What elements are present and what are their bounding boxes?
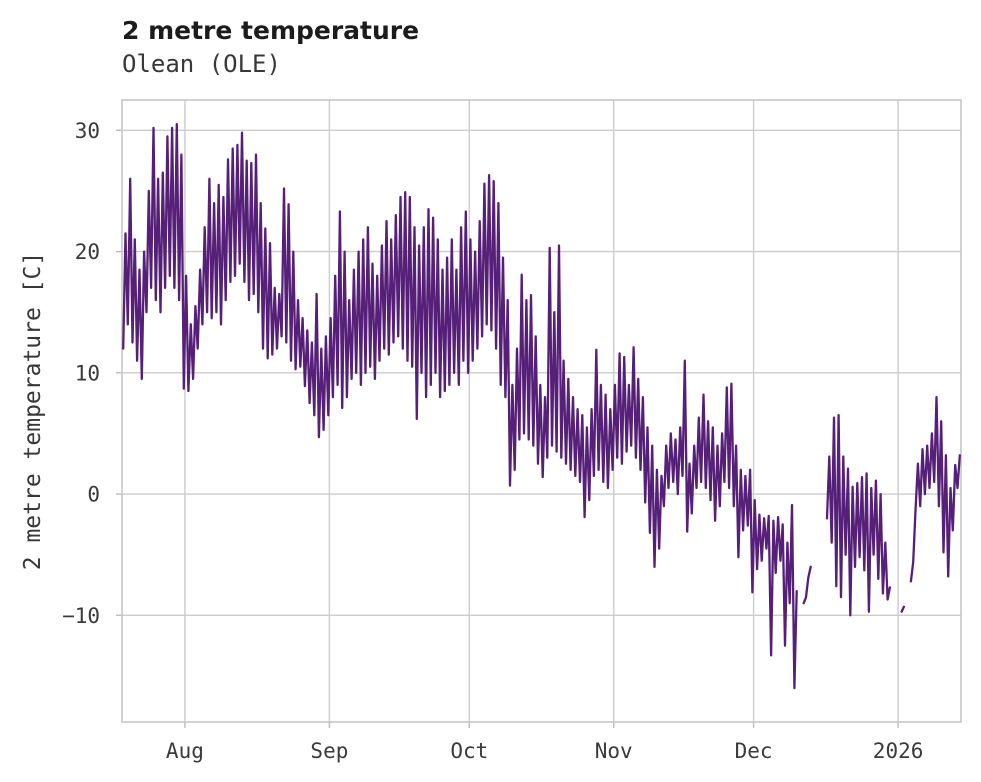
x-tick-label: Aug <box>166 739 204 763</box>
y-tick-label: 0 <box>87 483 100 507</box>
chart-subtitle: Olean (OLE) <box>122 50 281 78</box>
y-tick-label: 20 <box>75 240 100 264</box>
x-tick-label: Sep <box>310 739 348 763</box>
plot-border <box>121 99 962 723</box>
x-tick-label: Dec <box>735 739 773 763</box>
x-tick-label: Nov <box>595 739 633 763</box>
chart-title: 2 metre temperature <box>122 16 420 45</box>
temperature-line <box>122 123 961 690</box>
x-tick-label: Oct <box>450 739 488 763</box>
y-tick-label: −10 <box>62 604 100 628</box>
y-axis-title: 2 metre temperature [C] <box>20 251 46 571</box>
y-tick-label: 10 <box>75 361 100 385</box>
x-tick-label: 2026 <box>873 739 924 763</box>
y-tick-label: 30 <box>75 119 100 143</box>
